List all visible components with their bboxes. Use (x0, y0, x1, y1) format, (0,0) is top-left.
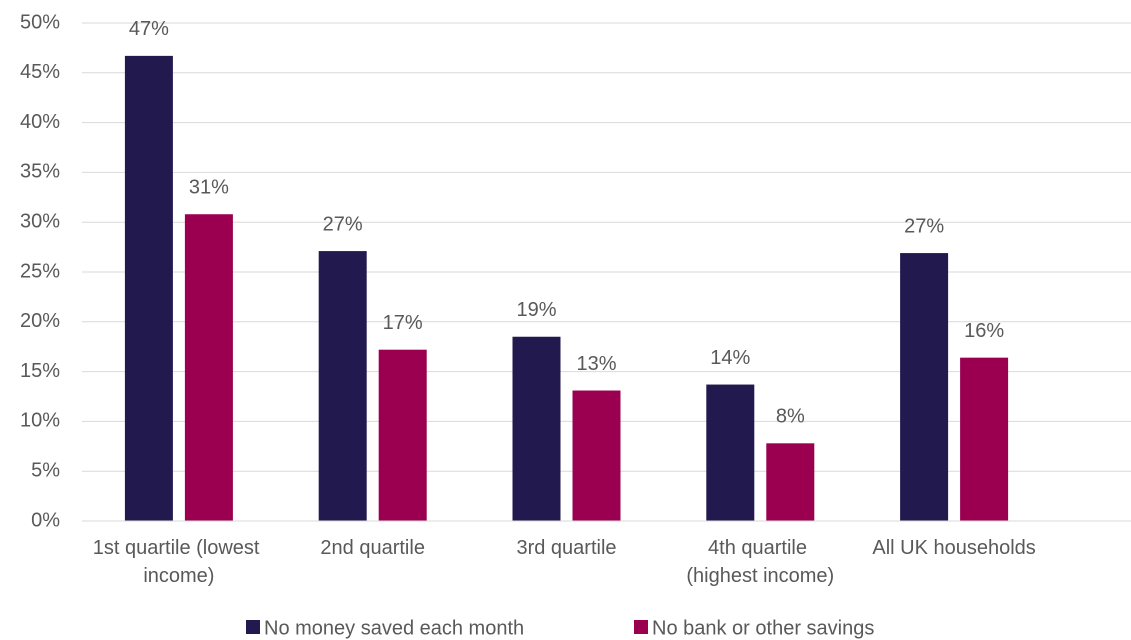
bar (318, 251, 367, 522)
data-label: 27% (904, 215, 944, 237)
data-label: 31% (189, 177, 229, 199)
bar (512, 336, 561, 521)
bar (960, 357, 1009, 521)
bar (184, 214, 233, 521)
bar (766, 443, 815, 521)
bar (706, 384, 755, 521)
bar (900, 253, 949, 522)
legend-swatch (246, 620, 260, 634)
y-tick-label: 0% (31, 509, 60, 531)
data-label: 13% (576, 353, 616, 375)
data-label: 16% (964, 320, 1004, 342)
x-tick-label: 4th quartile (highest income) (686, 537, 834, 587)
legend-swatch (634, 620, 648, 634)
x-tick-label: 2nd quartile (320, 537, 425, 559)
x-tick-label: 1st quartile (lowest income) (93, 537, 265, 587)
y-tick-label: 20% (20, 310, 60, 332)
y-tick-label: 5% (31, 459, 60, 481)
bar (572, 390, 621, 521)
data-label: 47% (129, 18, 169, 40)
y-tick-label: 40% (20, 111, 60, 133)
y-tick-label: 15% (20, 360, 60, 382)
y-tick-label: 45% (20, 61, 60, 83)
y-tick-label: 30% (20, 210, 60, 232)
y-tick-label: 35% (20, 161, 60, 183)
bar (378, 349, 427, 521)
data-label: 19% (516, 299, 556, 321)
legend-label: No bank or other savings (652, 617, 874, 639)
data-label: 17% (383, 312, 423, 334)
x-tick-label: 3rd quartile (516, 537, 616, 559)
y-tick-label: 25% (20, 260, 60, 282)
y-tick-label: 50% (20, 11, 60, 33)
data-label: 14% (710, 347, 750, 369)
data-label: 8% (776, 406, 805, 428)
x-tick-label: All UK households (872, 537, 1035, 559)
legend-label: No money saved each month (264, 617, 524, 639)
data-label: 27% (323, 213, 363, 235)
y-tick-label: 10% (20, 410, 60, 432)
bar (124, 55, 173, 521)
